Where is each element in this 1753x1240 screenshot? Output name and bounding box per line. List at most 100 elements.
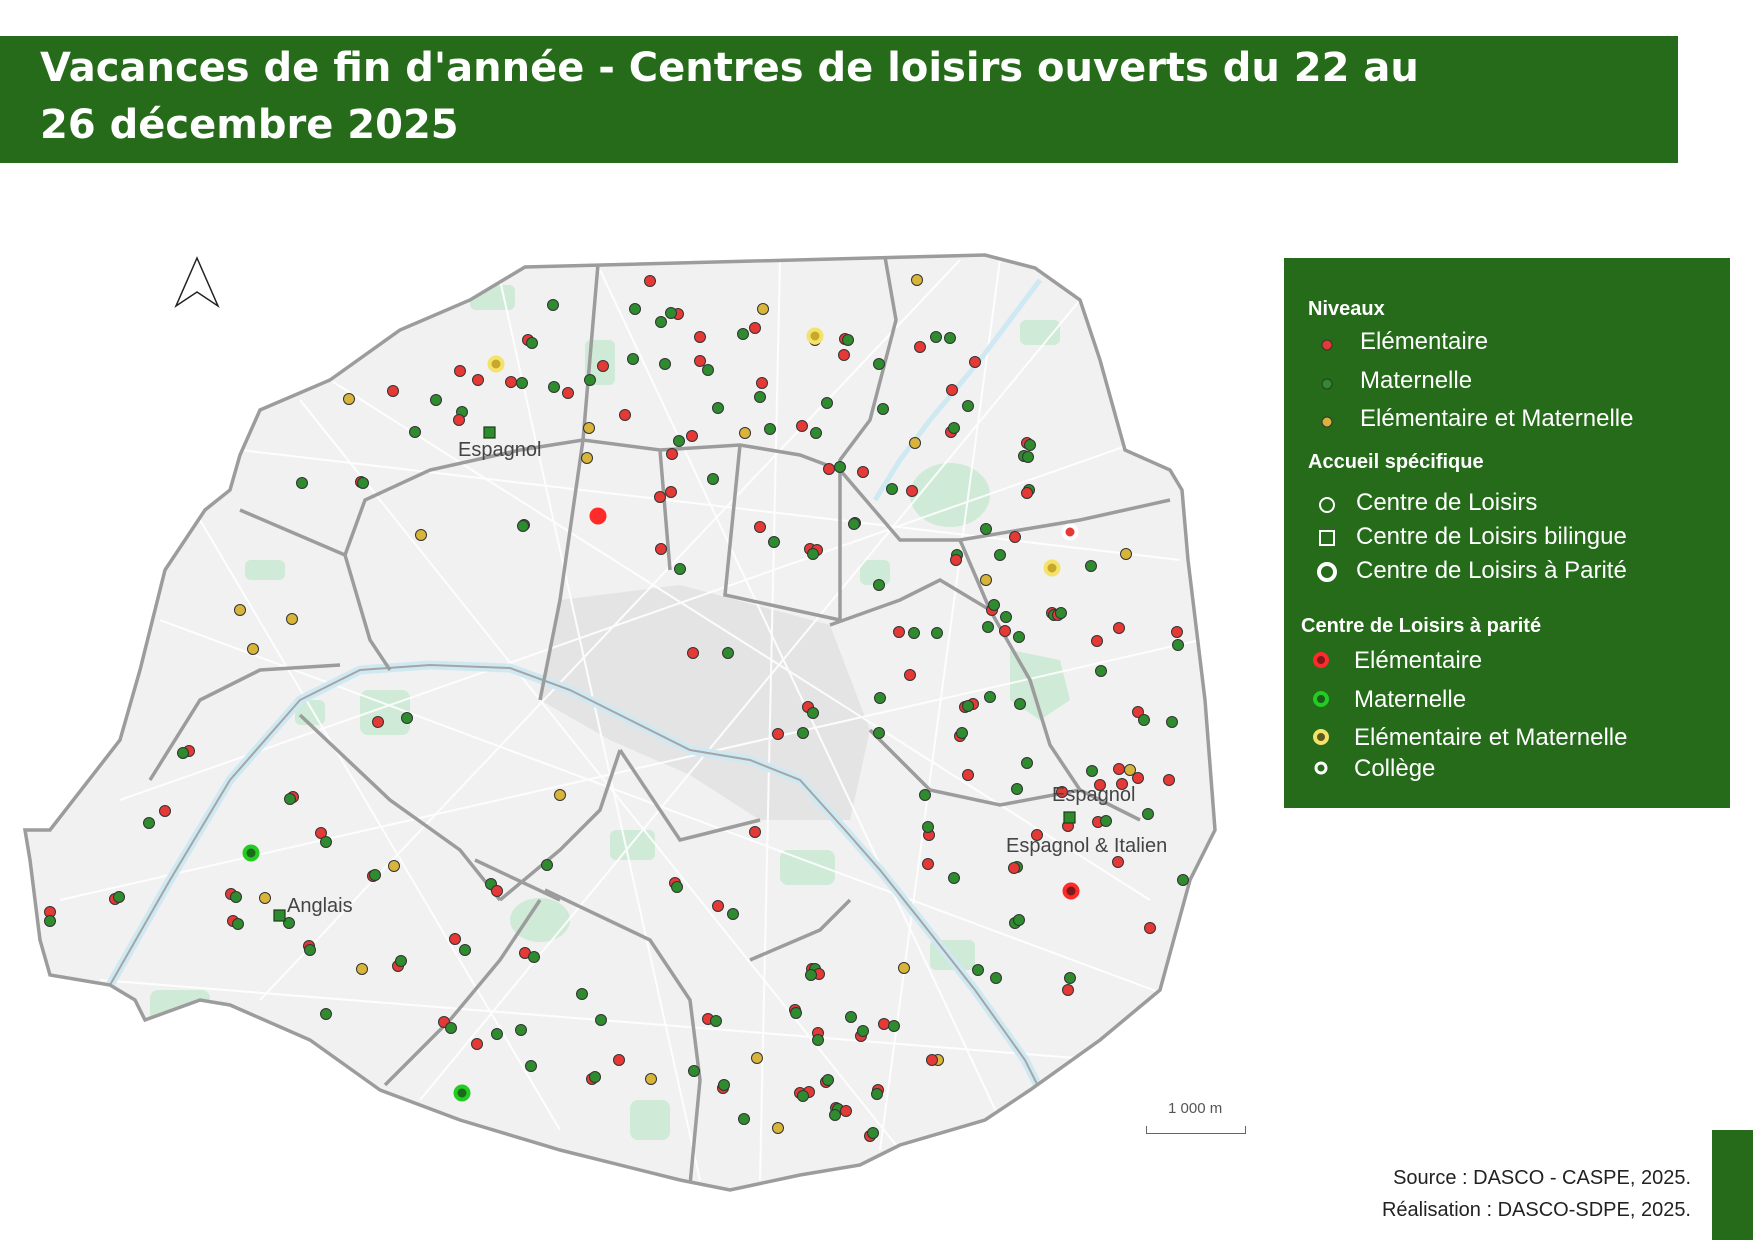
centre-marker[interactable] <box>749 826 761 838</box>
centre-marker[interactable] <box>515 1024 527 1036</box>
centre-marker[interactable] <box>712 900 724 912</box>
centre-marker[interactable] <box>671 881 683 893</box>
centre-marker[interactable] <box>834 461 846 473</box>
centre-marker[interactable] <box>877 403 889 415</box>
centre-marker[interactable] <box>1177 874 1189 886</box>
centre-marker[interactable] <box>969 356 981 368</box>
centre-marker[interactable] <box>1172 639 1184 651</box>
centre-marker[interactable] <box>526 337 538 349</box>
centre-marker[interactable] <box>821 397 833 409</box>
centre-marker[interactable] <box>1166 716 1178 728</box>
centre-marker[interactable] <box>356 963 368 975</box>
centre-marker[interactable] <box>296 477 308 489</box>
centre-marker[interactable] <box>576 988 588 1000</box>
centre-marker[interactable] <box>655 543 667 555</box>
centre-marker[interactable] <box>909 437 921 449</box>
centre-marker[interactable] <box>666 448 678 460</box>
centre-marker[interactable] <box>315 827 327 839</box>
centre-marker[interactable] <box>584 374 596 386</box>
centre-marker[interactable] <box>517 520 529 532</box>
centre-marker[interactable] <box>562 387 574 399</box>
centre-marker[interactable] <box>1120 548 1132 560</box>
centre-marker[interactable] <box>629 303 641 315</box>
centre-marker[interactable] <box>710 1015 722 1027</box>
centre-marker[interactable] <box>583 422 595 434</box>
centre-marker[interactable] <box>805 969 817 981</box>
centre-marker[interactable] <box>796 420 808 432</box>
centre-marker[interactable] <box>751 1052 763 1064</box>
parite-centre-marker[interactable] <box>487 355 505 373</box>
centre-marker[interactable] <box>613 1054 625 1066</box>
centre-marker[interactable] <box>990 972 1002 984</box>
parite-centre-marker[interactable] <box>453 1084 471 1102</box>
centre-marker[interactable] <box>874 692 886 704</box>
centre-marker[interactable] <box>369 869 381 881</box>
centre-marker[interactable] <box>472 374 484 386</box>
centre-marker[interactable] <box>1011 783 1023 795</box>
centre-marker[interactable] <box>665 486 677 498</box>
centre-marker[interactable] <box>931 627 943 639</box>
centre-marker[interactable] <box>822 1074 834 1086</box>
parite-centre-marker[interactable] <box>1062 882 1080 900</box>
centre-marker[interactable] <box>1031 829 1043 841</box>
centre-marker[interactable] <box>1062 984 1074 996</box>
centre-marker[interactable] <box>702 364 714 376</box>
parite-centre-marker[interactable] <box>1061 523 1079 541</box>
centre-marker[interactable] <box>694 355 706 367</box>
centre-marker[interactable] <box>1000 611 1012 623</box>
centre-marker[interactable] <box>790 1007 802 1019</box>
centre-marker[interactable] <box>712 402 724 414</box>
centre-marker[interactable] <box>415 529 427 541</box>
centre-marker[interactable] <box>694 331 706 343</box>
centre-marker[interactable] <box>738 1113 750 1125</box>
centre-marker[interactable] <box>143 817 155 829</box>
centre-marker[interactable] <box>812 1034 824 1046</box>
centre-marker[interactable] <box>772 1122 784 1134</box>
centre-marker[interactable] <box>659 358 671 370</box>
centre-marker[interactable] <box>1008 862 1020 874</box>
centre-marker[interactable] <box>177 747 189 759</box>
centre-marker[interactable] <box>1022 451 1034 463</box>
centre-marker[interactable] <box>962 400 974 412</box>
centre-marker[interactable] <box>401 712 413 724</box>
centre-marker[interactable] <box>840 1105 852 1117</box>
centre-marker[interactable] <box>739 427 751 439</box>
centre-marker[interactable] <box>871 1088 883 1100</box>
centre-marker[interactable] <box>320 1008 332 1020</box>
centre-marker[interactable] <box>159 805 171 817</box>
centre-marker[interactable] <box>1021 757 1033 769</box>
parite-centre-marker[interactable] <box>1043 559 1061 577</box>
centre-marker[interactable] <box>1100 815 1112 827</box>
centre-marker[interactable] <box>357 477 369 489</box>
centre-marker[interactable] <box>505 376 517 388</box>
centre-marker[interactable] <box>247 643 259 655</box>
centre-marker[interactable] <box>962 769 974 781</box>
centre-marker[interactable] <box>857 1025 869 1037</box>
centre-marker[interactable] <box>597 360 609 372</box>
paris-map[interactable]: Espagnol Espagnol Espagnol & Italien Ang… <box>0 240 1240 1220</box>
centre-marker[interactable] <box>453 414 465 426</box>
centre-marker[interactable] <box>1116 778 1128 790</box>
centre-marker[interactable] <box>304 944 316 956</box>
centre-marker[interactable] <box>525 1060 537 1072</box>
centre-marker[interactable] <box>857 466 869 478</box>
centre-marker[interactable] <box>430 394 442 406</box>
centre-marker[interactable] <box>962 700 974 712</box>
centre-marker[interactable] <box>810 427 822 439</box>
centre-marker[interactable] <box>756 377 768 389</box>
centre-marker[interactable] <box>829 1109 841 1121</box>
centre-marker[interactable] <box>234 604 246 616</box>
centre-marker[interactable] <box>873 358 885 370</box>
centre-marker[interactable] <box>1124 764 1136 776</box>
centre-marker[interactable] <box>541 859 553 871</box>
centre-marker[interactable] <box>886 483 898 495</box>
centre-marker[interactable] <box>754 391 766 403</box>
centre-marker[interactable] <box>757 303 769 315</box>
centre-marker[interactable] <box>1021 487 1033 499</box>
centre-marker[interactable] <box>904 669 916 681</box>
centre-marker[interactable] <box>1163 774 1175 786</box>
centre-marker[interactable] <box>627 353 639 365</box>
centre-marker[interactable] <box>838 349 850 361</box>
centre-marker[interactable] <box>906 485 918 497</box>
centre-marker[interactable] <box>230 891 242 903</box>
